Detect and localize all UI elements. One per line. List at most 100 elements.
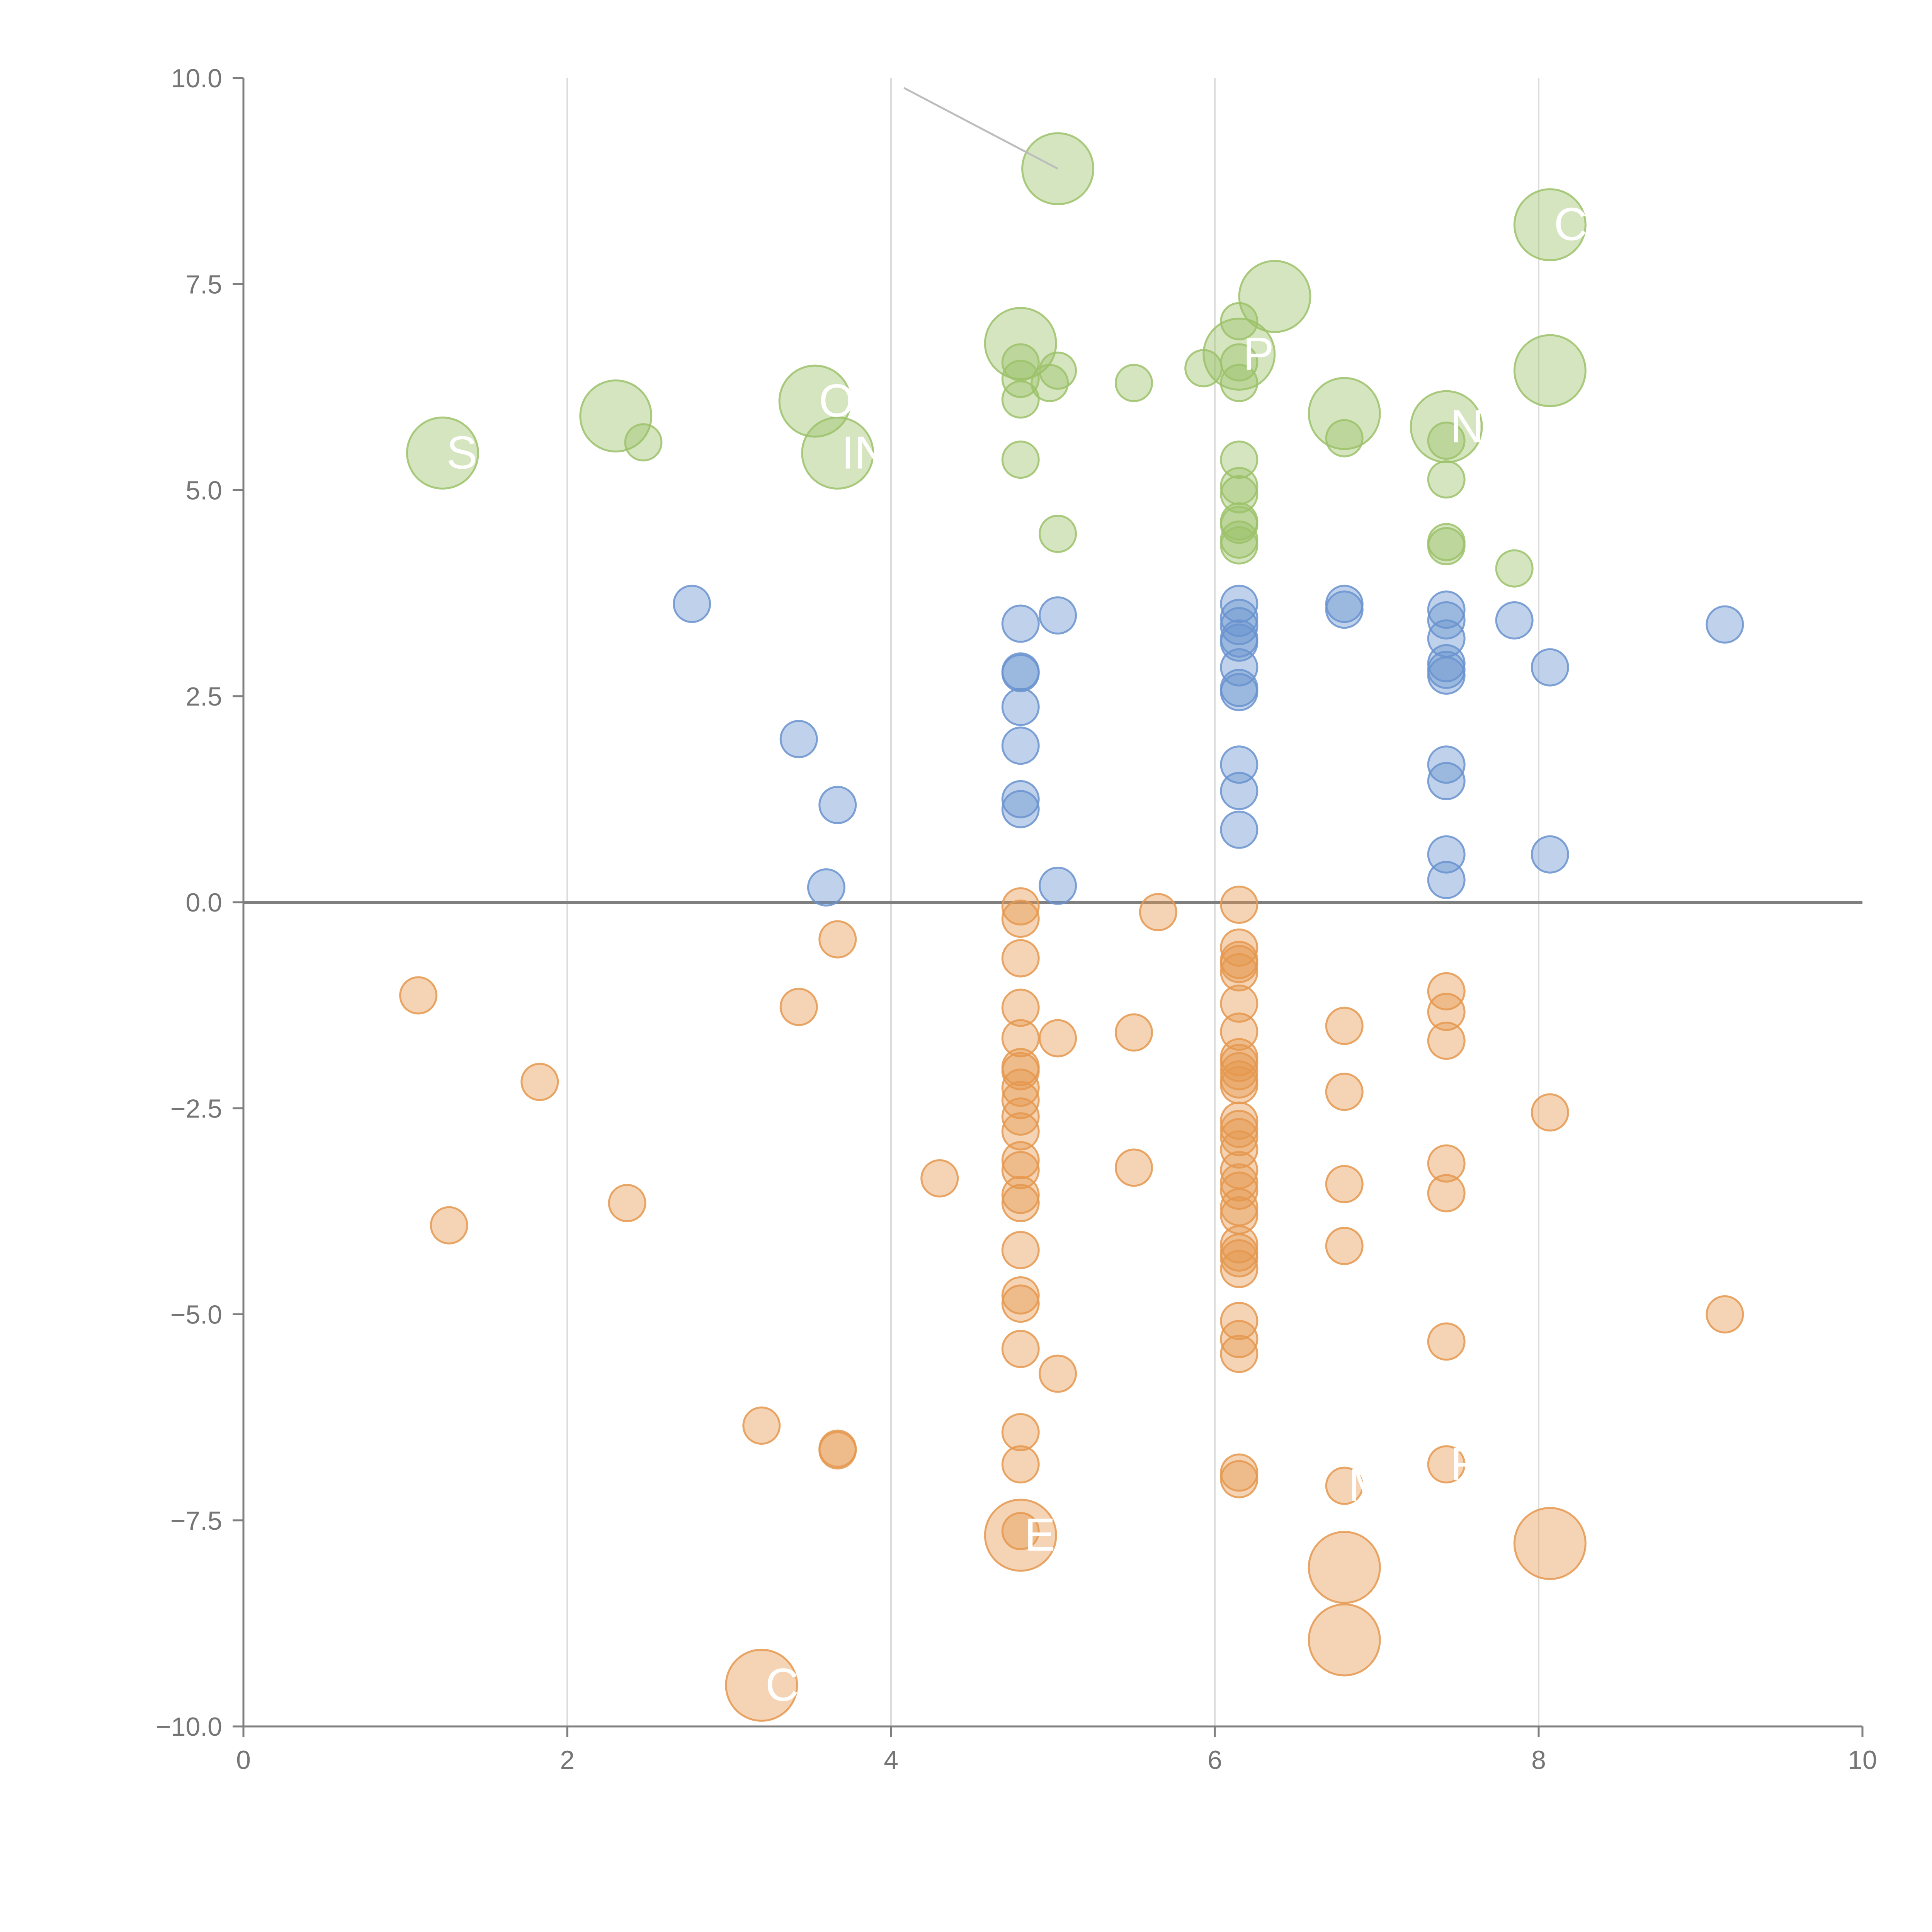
axis-layer: 10.0 7.5 5.0 2.5 0.0 −2.5 −5.0 −7.5 −10.0 0 2 4 6 8 10 [156, 64, 1877, 1775]
point-label: M [1348, 1459, 1387, 1511]
low-point [1220, 953, 1259, 992]
point-label: C [1554, 199, 1587, 250]
low-point [818, 1431, 857, 1469]
high-point [1495, 549, 1534, 588]
low-point [1001, 1330, 1040, 1368]
low-point [1706, 1295, 1744, 1333]
low-point [1220, 1320, 1259, 1358]
low-point [1427, 972, 1466, 1010]
mid-point [1001, 687, 1040, 726]
low-point [1220, 1118, 1259, 1156]
point-label: P [1243, 328, 1274, 380]
low-point [1531, 1093, 1569, 1132]
mid-point [1220, 810, 1259, 849]
low-point [1308, 1531, 1381, 1604]
high-point [778, 364, 852, 438]
mid-point [673, 585, 711, 623]
high-point [1220, 440, 1259, 479]
y-tick-label: 5.0 [185, 476, 222, 505]
low-point [1001, 1231, 1040, 1269]
low-point [1115, 1013, 1153, 1052]
high-point [1220, 343, 1259, 382]
y-tick-label: −2.5 [170, 1094, 222, 1123]
low-point [1427, 1144, 1466, 1183]
high-point [579, 379, 653, 453]
low-point [1001, 1097, 1040, 1136]
low-point [1427, 1322, 1466, 1361]
low-point [1220, 1044, 1259, 1082]
low-point [725, 1648, 798, 1722]
high-point [1427, 422, 1466, 460]
series-layer [399, 132, 1744, 1722]
mid-point [1531, 648, 1569, 687]
high-point [1238, 260, 1311, 333]
low-point [742, 1406, 781, 1445]
label-layer: NE IN ST P O C E M R C [446, 199, 1587, 1711]
y-tick-label: 2.5 [185, 682, 222, 711]
low-point [818, 920, 857, 959]
low-point [1427, 1445, 1466, 1484]
mid-point [1039, 866, 1077, 905]
mid-point [807, 868, 845, 907]
low-point [1039, 1019, 1077, 1058]
low-point [1001, 1175, 1040, 1214]
high-point [1220, 505, 1259, 544]
mid-point [818, 786, 857, 824]
y-tick-label: −5.0 [170, 1300, 222, 1330]
low-point [1220, 984, 1259, 1023]
high-point [1001, 360, 1040, 398]
high-point [1184, 349, 1223, 388]
label-connector [903, 87, 1058, 170]
x-tick-label: 2 [560, 1745, 575, 1775]
y-tick-label: 10.0 [171, 64, 222, 93]
low-point [1220, 885, 1259, 924]
low-point [1220, 1110, 1259, 1148]
high-point [1427, 527, 1466, 566]
mid-point [1706, 605, 1744, 644]
y-tick-label: −10.0 [156, 1712, 222, 1742]
low-point [1220, 1335, 1259, 1373]
low-point [1001, 1184, 1040, 1223]
low-point [1001, 1413, 1040, 1452]
point-label: IN [842, 427, 888, 479]
low-point [1001, 887, 1040, 926]
low-point [920, 1159, 959, 1198]
point-label: ST [446, 427, 505, 479]
low-point [1001, 1112, 1040, 1151]
high-point [624, 423, 663, 462]
low-point [1220, 1239, 1259, 1277]
low-point [1001, 1445, 1040, 1484]
mid-point [1220, 585, 1259, 623]
mid-point [1427, 745, 1466, 784]
low-point [1513, 1507, 1587, 1580]
mid-point [1220, 673, 1259, 711]
low-point [1001, 939, 1040, 978]
low-point [1001, 1141, 1040, 1180]
high-point [801, 417, 874, 490]
low-point [1139, 893, 1177, 932]
low-point [1220, 945, 1259, 983]
low-point [608, 1184, 646, 1223]
point-label: R [1450, 1438, 1484, 1490]
high-point [1220, 475, 1259, 514]
low-point [1001, 1284, 1040, 1323]
mid-point [1220, 745, 1259, 784]
high-point [1039, 515, 1077, 553]
low-point [430, 1206, 468, 1245]
low-point [1220, 1130, 1259, 1169]
low-point [399, 976, 438, 1015]
high-point [1220, 364, 1259, 402]
high-point [1513, 188, 1587, 262]
mid-point [1001, 654, 1040, 692]
x-tick-label: 4 [884, 1745, 898, 1775]
point-label: E [1024, 1509, 1055, 1561]
mid-point [1220, 607, 1259, 645]
mid-point [1001, 780, 1040, 818]
mid-point [779, 720, 818, 759]
low-point [1308, 1603, 1381, 1677]
point-label: C [765, 1659, 799, 1711]
low-point [1220, 1250, 1259, 1288]
low-point [1220, 1101, 1259, 1140]
mid-point [1039, 596, 1077, 635]
